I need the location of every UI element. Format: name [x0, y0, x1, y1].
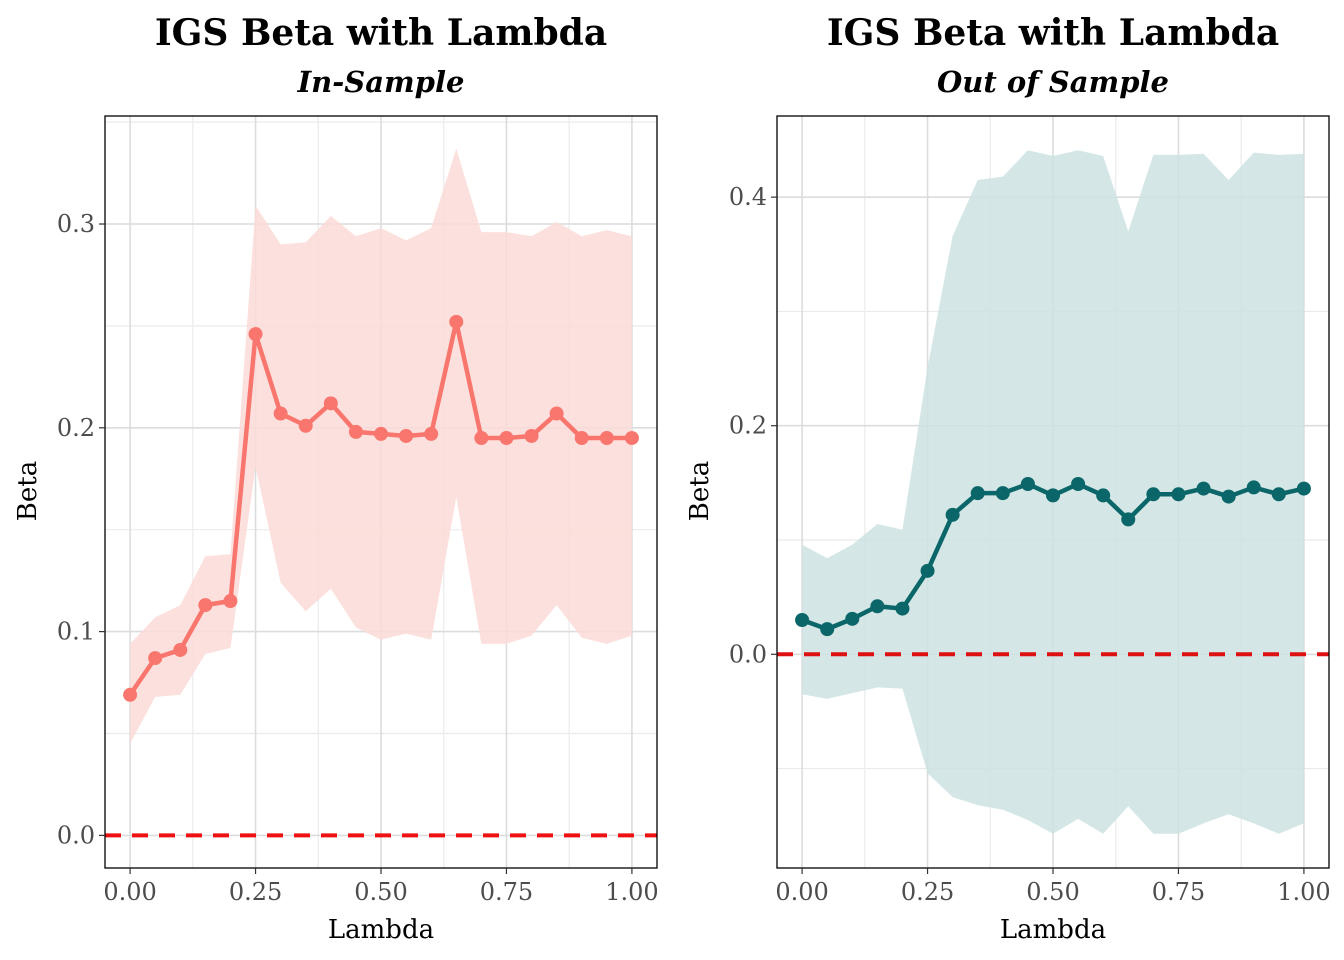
data-point [248, 327, 263, 342]
data-point [1271, 487, 1286, 502]
data-point [920, 563, 935, 578]
y-tick-label: 0.0 [57, 821, 95, 849]
data-point [273, 406, 288, 421]
data-point [173, 642, 188, 657]
x-tick-label: 0.50 [1026, 878, 1079, 906]
data-point [995, 486, 1010, 501]
y-tick-label: 0.3 [57, 210, 95, 238]
data-point [399, 428, 414, 443]
data-point [1246, 480, 1261, 495]
data-point [1071, 477, 1086, 491]
x-tick-label: 0.25 [229, 878, 282, 906]
data-point [970, 486, 985, 501]
data-point [424, 426, 439, 441]
data-point [148, 651, 163, 666]
data-point [524, 428, 539, 443]
x-tick-label: 0.75 [480, 878, 533, 906]
data-point [945, 507, 960, 522]
data-point [599, 430, 614, 445]
chart-panel-in-sample: IGS Beta with Lambda In-Sample 0.00 0.25 0… [13, 12, 659, 945]
data-point [1096, 488, 1111, 503]
data-point [549, 406, 564, 421]
data-point [820, 622, 835, 637]
data-point [198, 598, 213, 613]
x-tick-label: 0.00 [103, 878, 156, 906]
plot-area: 0.00 0.25 0.50 0.75 1.00 0.0 0.2 0.4 [729, 115, 1331, 906]
chart-panel-out-of-sample: IGS Beta with Lambda Out of Sample 0.00 0… [685, 12, 1331, 945]
data-point [1020, 477, 1035, 491]
data-point [795, 613, 810, 627]
y-tick-label: 0.0 [729, 640, 767, 668]
x-tick-label: 0.25 [901, 878, 954, 906]
plot-area: 0.00 0.25 0.50 0.75 1.00 0.0 0.1 0.2 0.3 [57, 115, 659, 906]
y-tick-label: 0.1 [57, 618, 95, 646]
data-point [895, 601, 910, 616]
data-point [323, 396, 338, 411]
data-point [298, 418, 313, 433]
x-tick-label: 1.00 [1277, 878, 1330, 906]
data-point [574, 430, 589, 445]
data-point [1171, 487, 1186, 502]
data-point [1046, 488, 1060, 503]
data-point [1196, 481, 1211, 496]
y-axis-label: Beta [685, 461, 715, 521]
chart-title: IGS Beta with Lambda [827, 12, 1279, 54]
x-tick-label: 0.50 [354, 878, 407, 906]
data-point [374, 426, 388, 441]
x-tick-label: 0.75 [1152, 878, 1205, 906]
y-tick-label: 0.2 [57, 414, 95, 442]
chart-title: IGS Beta with Lambda [155, 12, 607, 54]
x-axis-label: Lambda [1000, 915, 1106, 945]
data-point [474, 430, 489, 445]
data-point [123, 687, 138, 702]
confidence-band [130, 148, 632, 744]
data-point [1121, 512, 1136, 527]
x-tick-label: 1.00 [605, 878, 658, 906]
y-tick-label: 0.4 [729, 183, 767, 211]
data-point [870, 599, 885, 614]
x-tick-label: 0.00 [775, 878, 828, 906]
y-axis-label: Beta [13, 461, 43, 521]
data-point [348, 424, 363, 439]
y-tick-label: 0.2 [729, 412, 767, 440]
data-point [1146, 487, 1161, 502]
chart-subtitle: In-Sample [297, 65, 465, 99]
chart-subtitle: Out of Sample [937, 65, 1169, 99]
data-point [624, 430, 639, 445]
data-point [449, 314, 464, 329]
data-point [845, 611, 860, 626]
data-point [223, 594, 238, 609]
data-point [1221, 489, 1236, 504]
data-point [1296, 481, 1311, 496]
x-axis-label: Lambda [328, 915, 434, 945]
data-point [499, 430, 514, 445]
